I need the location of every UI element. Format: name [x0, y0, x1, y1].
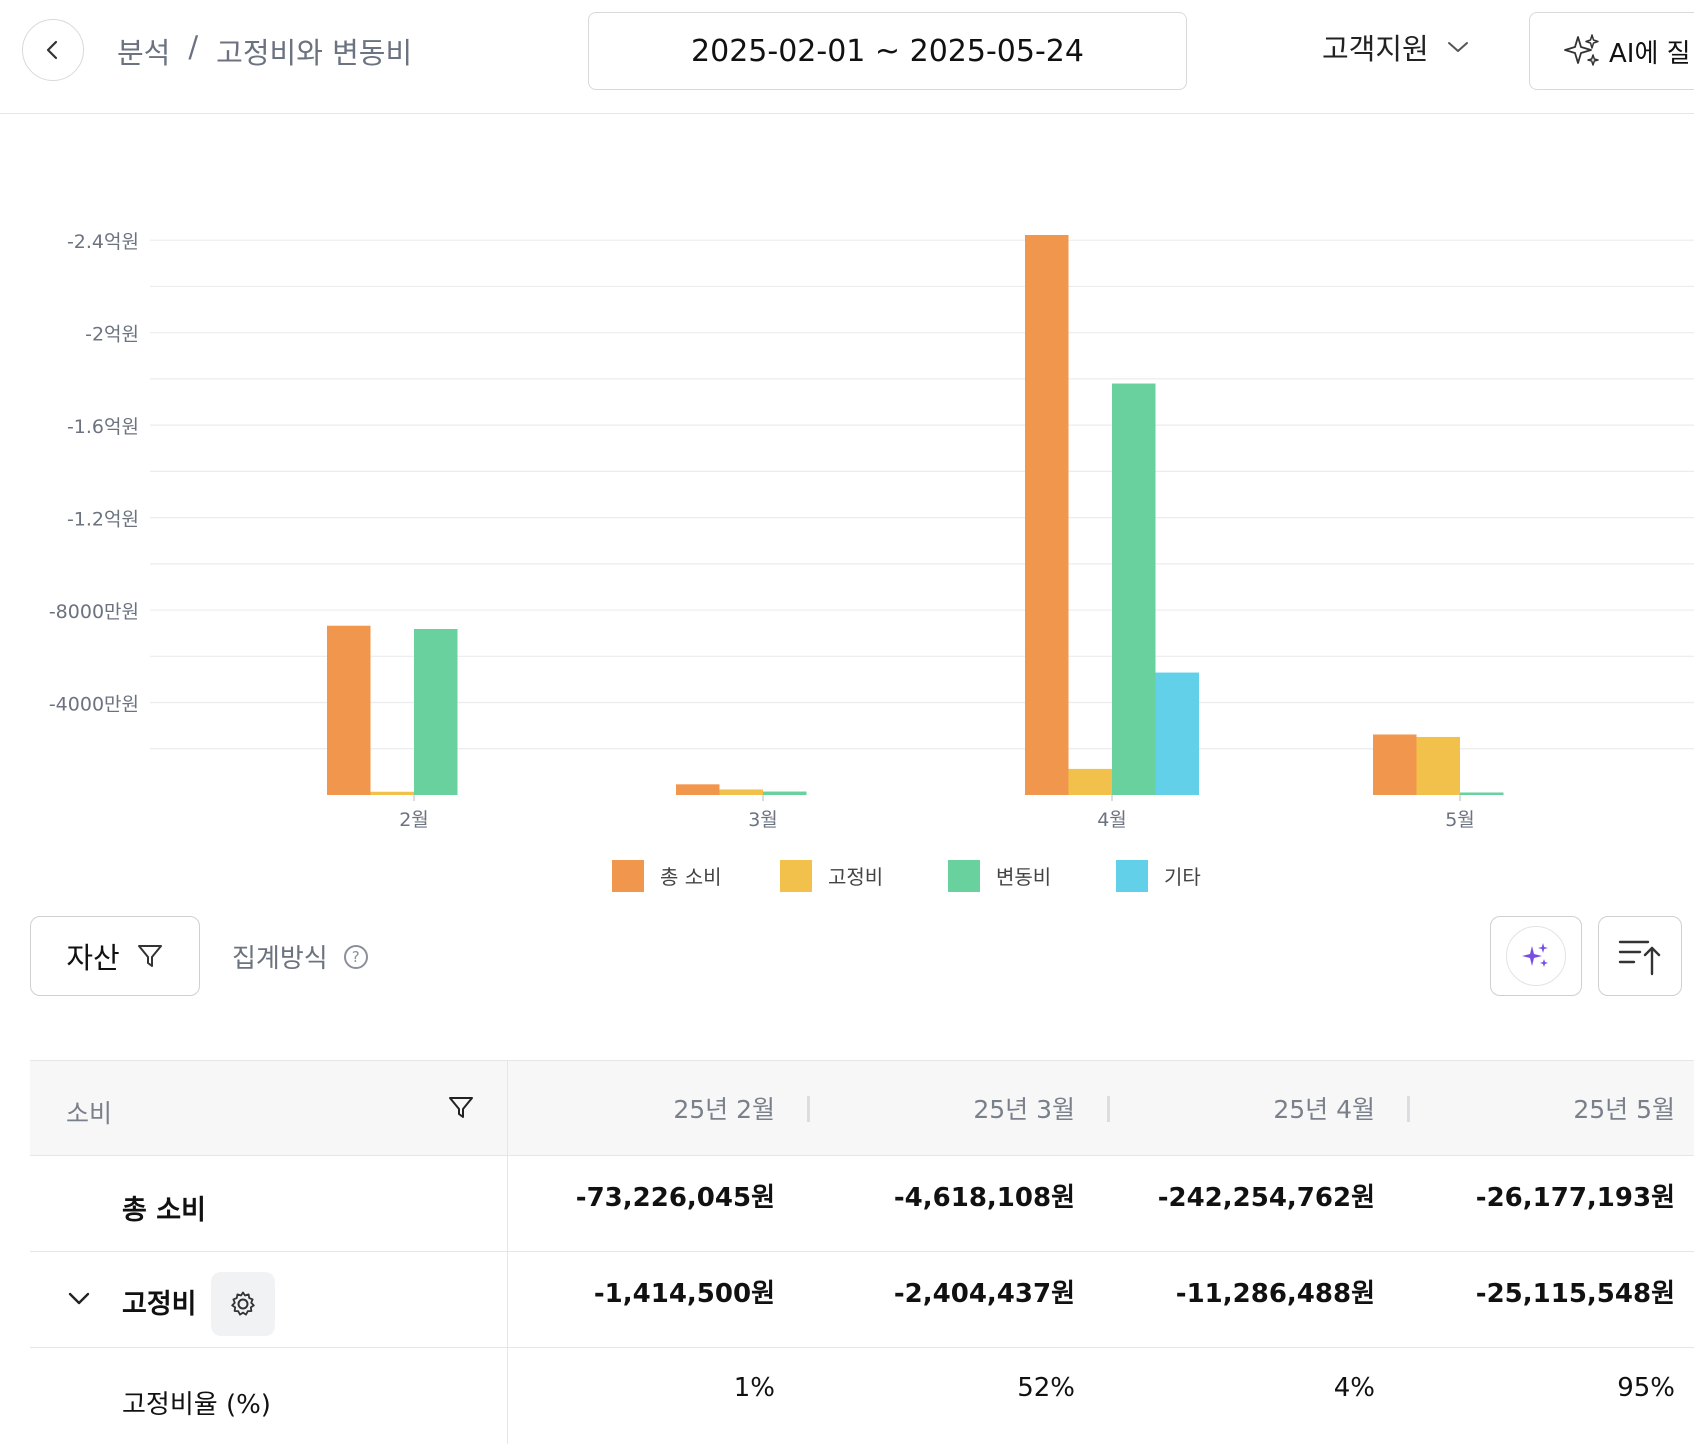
legend-label: 변동비: [996, 865, 1051, 889]
table-row-fixed: 고정비 -1,414,500원 -2,404,437원 -11,286,488원…: [30, 1252, 1694, 1348]
table-cell: -25,115,548원: [1475, 1279, 1675, 1309]
ai-insight-circle: [1506, 926, 1566, 986]
column-header-may: 25년 5월: [1573, 1095, 1675, 1124]
legend-swatch: [780, 860, 812, 892]
bar: [1112, 383, 1156, 795]
sparkle-icon: [1522, 943, 1548, 967]
date-range-text: 2025-02-01 ~ 2025-05-24: [691, 33, 1084, 69]
y-tick-label: -1.6억원: [67, 416, 139, 438]
chevron-down-icon: [1447, 42, 1468, 52]
legend-label: 고정비: [828, 865, 883, 889]
row-label: 고정비: [122, 1289, 197, 1320]
table-cell: 1%: [733, 1373, 775, 1403]
table-cell: 95%: [1617, 1373, 1675, 1403]
table-row-total: 총 소비 -73,226,045원 -4,618,108원 -242,254,7…: [30, 1156, 1694, 1252]
legend-swatch: [1116, 860, 1148, 892]
ask-ai-button[interactable]: AI에 질: [1529, 12, 1694, 90]
bar: [1416, 736, 1460, 795]
asset-filter-button[interactable]: 자산: [30, 916, 200, 996]
column-separator[interactable]: [1407, 1096, 1410, 1122]
fixed-cost-settings-button[interactable]: [211, 1272, 275, 1336]
row-label: 고정비율 (%): [122, 1390, 271, 1420]
table-controls: 자산 집계방식 ?: [0, 914, 1694, 1004]
department-dropdown[interactable]: 고객지원: [1322, 26, 1469, 68]
expense-chart: -4000만원 -8000만원 -1.2억원 -1.6억원 -2억원 -2.4억원 2월 3월…: [0, 114, 1694, 914]
bar: [1155, 672, 1199, 795]
asset-filter-label: 자산: [66, 941, 120, 975]
chevron-down-icon[interactable]: [68, 1290, 90, 1306]
legend-label: 기타: [1164, 865, 1201, 889]
legend-swatch: [948, 860, 980, 892]
column-separator[interactable]: [1107, 1096, 1110, 1122]
bar: [1068, 768, 1112, 795]
bar: [1025, 235, 1069, 795]
bar: [370, 791, 414, 795]
row-label-cell: 고정비율 (%): [30, 1348, 508, 1444]
back-button[interactable]: [22, 19, 84, 81]
bar: [676, 784, 720, 795]
header-first-col: 소비: [30, 1061, 508, 1155]
sparkle-icon: [1564, 34, 1599, 66]
y-tick-label: -4000만원: [49, 694, 139, 716]
gear-icon: [231, 1291, 255, 1316]
breadcrumb: 분석 / 고정비와 변동비: [117, 30, 412, 72]
column-separator[interactable]: [807, 1096, 810, 1122]
table-cell: -2,404,437원: [893, 1279, 1075, 1309]
column-header-apr: 25년 4월: [1273, 1095, 1375, 1124]
y-tick-label: -2.4억원: [67, 231, 139, 253]
y-tick-label: -1.2억원: [67, 509, 139, 531]
y-tick-label: -8000만원: [49, 601, 139, 623]
table-cell: -73,226,045원: [575, 1183, 775, 1213]
x-tick-label: 4월: [1097, 809, 1127, 831]
filter-icon: [137, 945, 162, 967]
table-cell: -26,177,193원: [1475, 1183, 1675, 1213]
table-cell: -242,254,762원: [1157, 1183, 1375, 1213]
expense-table: 소비 25년 2월 25년 3월 25년 4월 25년 5월 총 소비 -73,…: [30, 1060, 1694, 1444]
aggregation-label: 집계방식: [232, 944, 328, 974]
x-tick-label: 3월: [748, 809, 778, 831]
question-circle-icon[interactable]: ?: [343, 944, 368, 969]
ask-ai-label: AI에 질: [1609, 38, 1691, 69]
bar: [1373, 734, 1417, 795]
table-row-fixed-ratio: 고정비율 (%) 1% 52% 4% 95%: [30, 1348, 1694, 1444]
table-cell: 52%: [1017, 1373, 1075, 1403]
ai-insight-button[interactable]: [1490, 916, 1582, 996]
column-header-feb: 25년 2월: [673, 1095, 775, 1124]
table-cell: -11,286,488원: [1175, 1279, 1375, 1309]
bar: [763, 791, 807, 795]
bar: [719, 789, 763, 795]
bar: [414, 628, 458, 795]
breadcrumb-current: 고정비와 변동비: [216, 36, 413, 70]
legend-label: 총 소비: [660, 865, 722, 889]
chevron-left-icon: [46, 40, 58, 60]
breadcrumb-analysis[interactable]: 분석: [117, 36, 171, 70]
row-label-cell: 총 소비: [30, 1156, 508, 1251]
department-label: 고객지원: [1322, 32, 1429, 66]
column-header-expense: 소비: [66, 1099, 113, 1128]
row-label: 총 소비: [122, 1195, 206, 1226]
aggregation-method: 집계방식 ?: [232, 938, 368, 975]
filter-icon[interactable]: [448, 1095, 474, 1121]
bar: [1460, 792, 1504, 795]
sort-button[interactable]: [1598, 916, 1682, 996]
top-header: 분석 / 고정비와 변동비 2025-02-01 ~ 2025-05-24 고객…: [0, 0, 1694, 114]
table-cell: -1,414,500원: [593, 1279, 775, 1309]
bar: [327, 625, 371, 795]
table-cell: -4,618,108원: [893, 1183, 1075, 1213]
sort-icon: [1618, 940, 1661, 976]
table-cell: 4%: [1333, 1373, 1375, 1403]
x-tick-label: 2월: [399, 809, 429, 831]
breadcrumb-separator: /: [188, 30, 199, 64]
legend-swatch: [612, 860, 644, 892]
row-label-cell: 고정비: [30, 1252, 508, 1347]
column-header-mar: 25년 3월: [973, 1095, 1075, 1124]
bar-chart-svg: -4000만원 -8000만원 -1.2억원 -1.6억원 -2억원 -2.4억원 2월 3월…: [49, 231, 1694, 892]
y-tick-label: -2억원: [85, 324, 139, 346]
x-tick-label: 5월: [1445, 809, 1475, 831]
table-header: 소비 25년 2월 25년 3월 25년 4월 25년 5월: [30, 1060, 1694, 1156]
date-range-picker[interactable]: 2025-02-01 ~ 2025-05-24: [588, 12, 1187, 90]
